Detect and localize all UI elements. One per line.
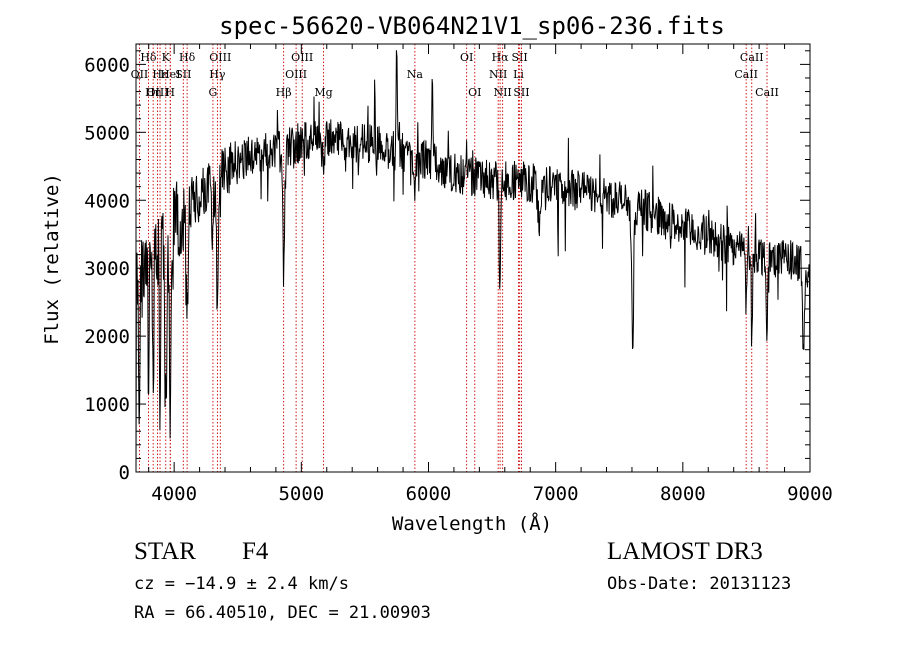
coordinates: RA = 66.40510, DEC = 21.00903 [134,603,431,623]
object-subclass: F4 [242,538,269,565]
line-label: OII [131,68,149,81]
x-axis-label: Wavelength (Å) [392,512,552,535]
line-label: Hα [492,51,510,64]
observation-date: Obs-Date: 20131123 [607,574,792,594]
spectrum-series [135,50,811,473]
line-label: Na [407,68,424,81]
line-label: Hδ [179,51,196,64]
line-label: SII [175,68,191,81]
chart-title: spec-56620-VB064N21V1_sp06-236.fits [219,12,725,40]
line-label: OIII [285,68,307,81]
plot-frame [135,43,811,473]
x-tick-label: 6000 [406,483,452,505]
line-label: SII [512,51,528,64]
line-label: Li [513,68,524,81]
line-label: SII [513,86,529,99]
line-label: Hβ [276,86,292,99]
y-tick-label: 6000 [84,54,130,76]
y-tick-label: 0 [119,462,130,484]
line-label: HeI [160,68,180,81]
y-axis-label: Flux (relative) [41,173,63,345]
x-tick-label: 8000 [660,483,706,505]
line-label: CaII [740,51,764,64]
line-label: K [162,51,171,64]
line-label: CaII [755,86,779,99]
y-tick-label: 4000 [84,190,130,212]
line-label: OI [468,86,481,99]
x-tick-label: 4000 [151,483,197,505]
line-label: OIII [209,51,231,64]
line-label: Hη [145,86,161,99]
line-label: Hε [152,68,168,81]
y-tick-label: 3000 [84,258,130,280]
y-tick-label: 2000 [84,326,130,348]
x-tick-label: 9000 [787,483,833,505]
survey-name: LAMOST DR3 [607,538,763,565]
x-tick-label: 7000 [533,483,579,505]
line-label: OIII [146,86,168,99]
object-class: STAR [134,538,196,565]
axes: 4000 5000 6000 7000 8000 9000 0 1000 2000 3000 400… [84,43,833,505]
redshift-cz: cz = −14.9 ± 2.4 km/s [134,574,349,594]
x-tick-label: 5000 [278,483,324,505]
line-label: OIII [291,51,313,64]
line-label: G [209,86,218,99]
line-label: Hγ [209,68,226,81]
line-label: NII [489,68,507,81]
line-label: H [165,86,175,99]
line-label: CaII [734,68,758,81]
line-label: NII [493,86,511,99]
line-label: OI [460,51,473,64]
y-tick-label: 5000 [84,122,130,144]
line-label: Hδ [140,51,157,64]
y-tick-label: 1000 [84,394,130,416]
spectrum-line [135,50,811,473]
line-label: Mg [314,86,332,99]
